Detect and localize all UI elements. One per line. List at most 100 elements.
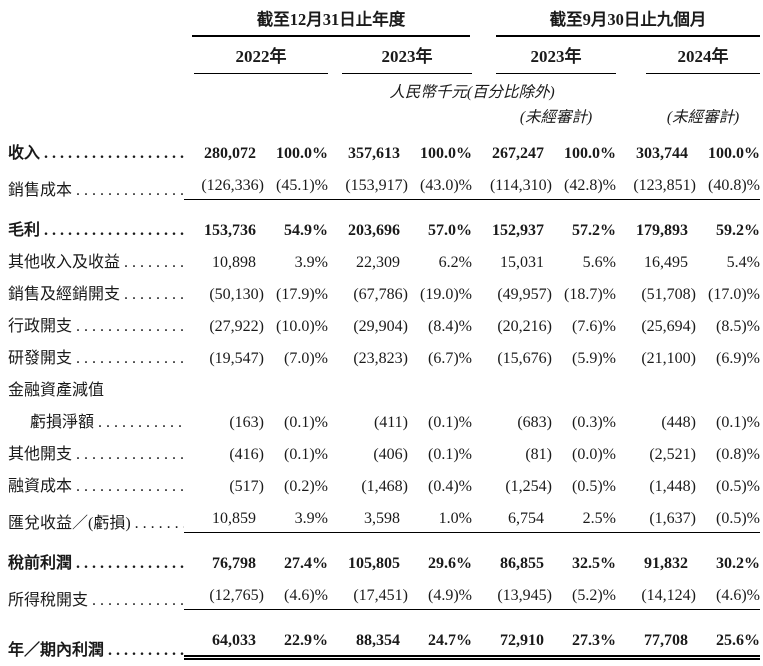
cell-value: 357,613	[348, 145, 400, 162]
cell-value: (49,957)	[497, 286, 552, 303]
cell-value: (411)	[373, 414, 408, 431]
cell-value: (126,336)	[184, 169, 264, 206]
cell-percent: 5.4%	[726, 254, 760, 271]
cell-value: (416)	[229, 446, 264, 463]
row-label: 收入	[8, 144, 184, 163]
cell-percent: 100.0%	[420, 145, 472, 162]
cell-value: (50,130)	[209, 286, 264, 303]
cell-percent: 57.2%	[572, 222, 616, 239]
cell-value: 6,754	[472, 502, 552, 539]
row-label: 行政開支	[8, 317, 184, 336]
period-group-nine-month: 截至9月30日止九個月	[472, 10, 760, 37]
cell-percent: (40.8)%	[696, 169, 760, 206]
column-year-2024-nine-month: 2024年	[616, 37, 760, 74]
cell-value: 88,354	[328, 616, 408, 666]
table-row: 匯兌收益／(虧損)10,8593.9%3,5981.0%6,7542.5%(1,…	[8, 502, 760, 539]
row-label: 融資成本	[8, 477, 184, 496]
cell-value: 15,031	[500, 254, 544, 271]
cell-percent: (0.5)%	[696, 502, 760, 539]
cell-percent: 6.2%	[438, 254, 472, 271]
cell-value: 72,910	[472, 616, 552, 666]
column-year-2023: 2023年	[328, 37, 472, 74]
period-group-annual: 截至12月31日止年度	[184, 10, 472, 37]
row-label: 金融資產減值	[8, 382, 105, 399]
cell-percent: 27.4%	[284, 555, 328, 572]
cell-value: (19,547)	[209, 350, 264, 367]
cell-value: (14,124)	[616, 579, 696, 616]
cell-value: (21,100)	[641, 350, 696, 367]
cell-value: (23,823)	[353, 350, 408, 367]
cell-value	[472, 374, 552, 406]
cell-percent	[552, 374, 616, 406]
row-label: 銷售及經銷開支	[8, 285, 184, 304]
table-row: 稅前利潤 76,798 27.4% 105,805 29.6% 86,855 32.5% 91…	[8, 539, 760, 579]
cell-value: (1,468)	[361, 478, 408, 495]
cell-percent: (8.4)%	[428, 318, 472, 335]
cell-value: 3,598	[328, 502, 408, 539]
unit-note-row: 人民幣千元(百分比除外)	[8, 74, 760, 102]
unaudited-note-2023: (未經審計)	[519, 109, 593, 126]
cell-value: 91,832	[644, 555, 688, 572]
cell-percent: 57.0%	[428, 222, 472, 239]
cell-value: (517)	[229, 478, 264, 495]
row-label: 研發開支	[8, 349, 184, 368]
cell-percent: (10.0)%	[276, 318, 328, 335]
column-year-2023-nine-month: 2023年	[472, 37, 616, 74]
cell-percent: 30.2%	[716, 555, 760, 572]
column-year-2022: 2022年	[184, 37, 328, 74]
cell-percent: 54.9%	[284, 222, 328, 239]
cell-value: (1,448)	[649, 478, 696, 495]
row-label: 虧損淨額	[8, 413, 184, 432]
cell-value: 64,033	[184, 616, 264, 666]
cell-percent: (0.4)%	[428, 478, 472, 495]
cell-percent: (18.7)%	[564, 286, 616, 303]
cell-value: 10,859	[184, 502, 264, 539]
cell-value: 203,696	[348, 222, 400, 239]
row-label: 所得稅開支	[8, 591, 184, 610]
cell-percent: (5.2)%	[552, 579, 616, 616]
unaudited-note-2024: (未經審計)	[666, 109, 740, 126]
cell-percent: (0.2)%	[284, 478, 328, 495]
cell-percent	[696, 374, 760, 406]
cell-value: (15,676)	[497, 350, 552, 367]
cell-percent: (0.5)%	[716, 478, 760, 495]
table-row: 研發開支 (19,547) (7.0)% (23,823) (6.7)% (15,676)…	[8, 342, 760, 374]
header-spacer	[8, 102, 184, 127]
table-row: 虧損淨額 (163) (0.1)% (411) (0.1)% (683) (0.3)% (44…	[8, 406, 760, 438]
cell-percent: (0.3)%	[572, 414, 616, 431]
cell-value: 105,805	[348, 555, 400, 572]
cell-percent: 3.9%	[294, 254, 328, 271]
cell-percent: 1.0%	[408, 502, 472, 539]
cell-value: (67,786)	[353, 286, 408, 303]
cell-percent: (0.1)%	[428, 446, 472, 463]
cell-percent: (17.0)%	[708, 286, 760, 303]
cell-value: 179,893	[636, 222, 688, 239]
row-label: 年／期內利潤	[8, 641, 184, 660]
cell-percent: 29.6%	[428, 555, 472, 572]
cell-value: (12,765)	[184, 579, 264, 616]
table-body: 收入 280,072 100.0% 357,613 100.0% 267,247 100.0…	[8, 127, 760, 666]
cell-percent: 3.9%	[264, 502, 328, 539]
cell-percent: (43.0)%	[408, 169, 472, 206]
cell-percent: 24.7%	[408, 616, 472, 666]
cell-value: 76,798	[212, 555, 256, 572]
cell-percent: (7.0)%	[284, 350, 328, 367]
currency-unit-note: 人民幣千元(百分比除外)	[389, 84, 555, 101]
cell-value: 16,495	[644, 254, 688, 271]
cell-percent: (0.0)%	[572, 446, 616, 463]
cell-percent: (5.9)%	[572, 350, 616, 367]
cell-value	[616, 374, 696, 406]
cell-value: 152,937	[492, 222, 544, 239]
cell-percent: 100.0%	[708, 145, 760, 162]
cell-percent: (6.7)%	[428, 350, 472, 367]
table-row: 其他開支 (416) (0.1)% (406) (0.1)% (81) (0.0)% (2,5…	[8, 438, 760, 470]
cell-percent: (4.6)%	[696, 579, 760, 616]
cell-percent: (7.6)%	[572, 318, 616, 335]
cell-value: (448)	[661, 414, 696, 431]
cell-percent: 5.6%	[582, 254, 616, 271]
cell-percent: 100.0%	[276, 145, 328, 162]
cell-value: 267,247	[492, 145, 544, 162]
cell-value: (27,922)	[209, 318, 264, 335]
table-row: 銷售及經銷開支 (50,130) (17.9)% (67,786) (19.0)% (49…	[8, 278, 760, 310]
table-row: 行政開支 (27,922) (10.0)% (29,904) (8.4)% (20,216…	[8, 310, 760, 342]
